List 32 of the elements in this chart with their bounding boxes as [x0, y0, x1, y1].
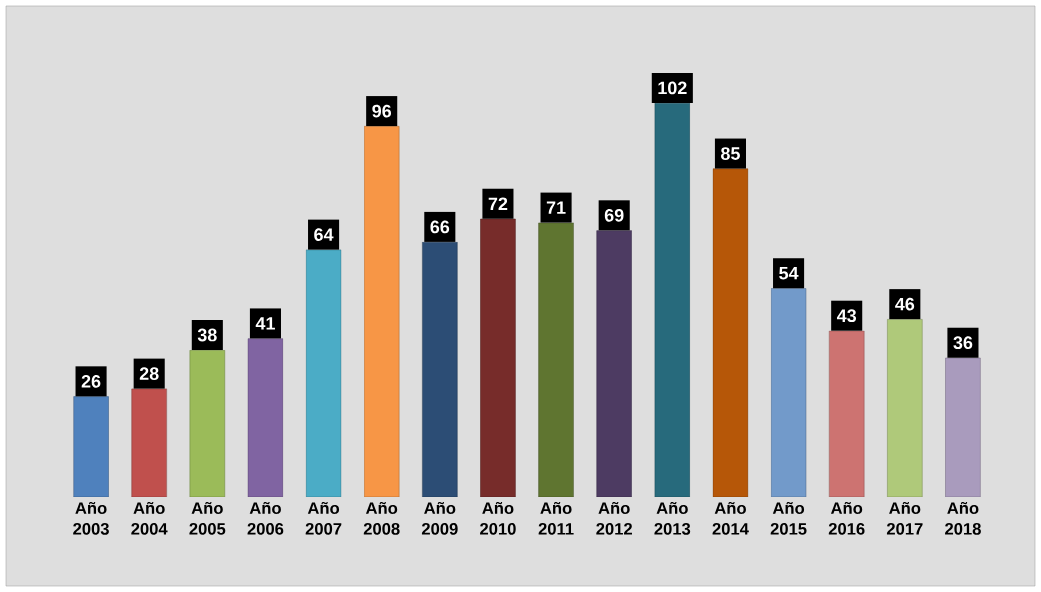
data-label: 36 — [953, 336, 973, 350]
data-label: 71 — [546, 201, 566, 214]
x-tick-label: Año 2005 — [189, 501, 226, 535]
x-tick-label: Año 2004 — [131, 501, 168, 535]
x-tick-label: Año 2014 — [712, 501, 749, 535]
x-tick-label: Año 2010 — [480, 501, 516, 535]
x-tick-label: Año 2016 — [828, 501, 865, 535]
x-tick-label: Año 2011 — [538, 501, 574, 535]
x-tick-label: Año 2003 — [73, 501, 109, 535]
x-tick-label: Año 2009 — [421, 501, 458, 535]
data-label: 66 — [430, 220, 450, 234]
data-label: 102 — [658, 81, 687, 95]
data-label: 41 — [255, 317, 275, 330]
data-label: 69 — [604, 208, 624, 222]
x-tick-label: Año 2013 — [654, 501, 691, 535]
x-tick-label: Año 2007 — [305, 501, 342, 535]
data-label: 54 — [779, 266, 799, 280]
data-label: 72 — [488, 197, 508, 211]
data-label: 26 — [81, 374, 101, 388]
data-label: 38 — [197, 328, 217, 342]
x-tick-label: Año 2015 — [770, 501, 807, 535]
data-label: 96 — [372, 104, 392, 118]
x-tick-label: Año 2008 — [363, 501, 400, 535]
data-label: 64 — [314, 228, 334, 241]
data-label: 43 — [836, 309, 857, 323]
data-label: 46 — [895, 297, 915, 311]
x-tick-label: Año 2012 — [596, 501, 632, 535]
data-label: 28 — [139, 367, 159, 380]
x-tick-label: Año 2017 — [886, 501, 923, 535]
data-label: 85 — [721, 147, 740, 160]
x-tick-label: Año 2018 — [945, 501, 981, 535]
x-tick-label: Año 2006 — [247, 501, 284, 535]
